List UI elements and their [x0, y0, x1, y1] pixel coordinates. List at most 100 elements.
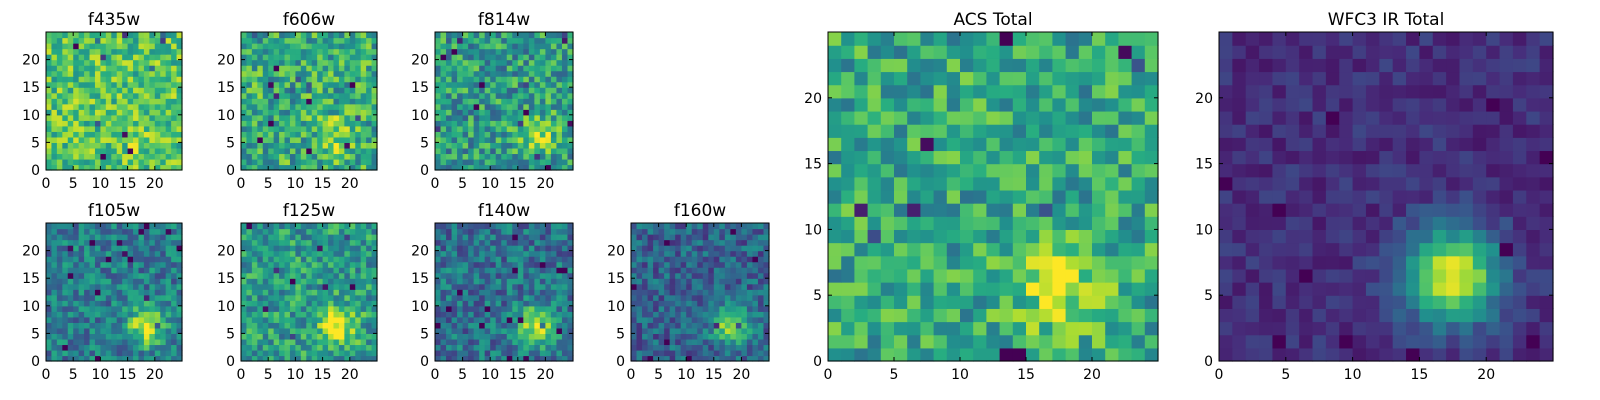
heatmap-cell — [746, 250, 754, 257]
heatmap-cell — [344, 349, 351, 357]
heatmap-cell — [89, 256, 96, 263]
heatmap-cell — [1092, 282, 1106, 296]
heatmap-cell — [46, 87, 53, 94]
heatmap-cell — [763, 327, 770, 334]
heatmap-cell — [550, 305, 558, 312]
heatmap-cell — [51, 300, 58, 307]
heatmap-cell — [556, 261, 563, 268]
heatmap-cell — [523, 333, 530, 340]
heatmap-cell — [89, 32, 96, 39]
heatmap-cell — [1012, 268, 1027, 283]
heatmap-cell — [165, 48, 172, 55]
heatmap-cell — [122, 272, 129, 279]
heatmap-cell — [143, 87, 150, 94]
heatmap-cell — [56, 114, 63, 121]
heatmap-cell — [451, 54, 458, 61]
heatmap-cell — [647, 250, 654, 257]
y-tick-label: 15 — [411, 80, 429, 96]
heatmap-cell — [116, 164, 123, 171]
heatmap-cell — [479, 267, 486, 274]
heatmap-cell — [46, 322, 53, 329]
heatmap-cell — [741, 267, 748, 274]
heatmap-cell — [880, 176, 895, 191]
heatmap-cell — [116, 344, 123, 351]
heatmap-cell — [279, 311, 286, 318]
heatmap-cell — [94, 98, 101, 105]
axes-frame-f125w — [240, 222, 378, 362]
heatmap-cell — [468, 333, 475, 340]
heatmap-cell — [138, 239, 145, 246]
heatmap-cell — [1012, 308, 1027, 323]
x-tick-label: 5 — [654, 367, 663, 383]
heatmap-cell — [473, 70, 480, 77]
heatmap-cell — [62, 272, 69, 279]
heatmap-cell — [371, 223, 378, 230]
heatmap-cell — [366, 261, 373, 268]
heatmap-cell — [46, 355, 53, 362]
heatmap-cell — [46, 294, 53, 301]
heatmap-cell — [490, 120, 497, 127]
heatmap-cell — [702, 316, 709, 323]
heatmap-cell — [517, 283, 524, 290]
heatmap-cell — [154, 164, 161, 171]
heatmap-cell — [636, 338, 643, 346]
heatmap-cell — [133, 32, 140, 39]
heatmap-cell — [257, 114, 264, 121]
heatmap-cell — [512, 32, 519, 39]
heatmap-cell — [642, 228, 649, 235]
heatmap-cell — [149, 65, 156, 72]
heatmap-cell — [122, 245, 129, 252]
heatmap-cell — [160, 81, 167, 88]
heatmap-cell — [322, 32, 329, 39]
heatmap-cell — [56, 344, 63, 351]
heatmap-cell — [746, 349, 754, 357]
y-tick-label: 10 — [217, 299, 235, 315]
heatmap-cell — [111, 234, 118, 241]
y-tick-label: 5 — [420, 135, 429, 151]
heatmap-cell — [675, 223, 682, 230]
heatmap-cell — [289, 283, 296, 290]
heatmap-cell — [880, 334, 895, 349]
heatmap-cell — [479, 114, 486, 121]
heatmap-cell — [512, 272, 519, 279]
heatmap-cell — [133, 322, 140, 329]
heatmap-cell — [62, 311, 69, 318]
heatmap-cell — [1026, 295, 1040, 309]
heatmap-cell — [311, 322, 318, 329]
heatmap-cell — [306, 43, 313, 50]
heatmap-cell — [473, 327, 480, 334]
heatmap-cell — [279, 338, 286, 346]
heatmap-cell — [880, 189, 895, 204]
heatmap-cell — [127, 322, 134, 329]
heatmap-cell — [1078, 347, 1093, 362]
heatmap-cell — [484, 153, 491, 160]
heatmap-cell — [468, 239, 475, 246]
x-tick-label: 0 — [431, 367, 440, 383]
heatmap-cell — [567, 256, 574, 263]
heatmap-cell — [289, 136, 296, 143]
heatmap-cell — [251, 131, 258, 138]
heatmap-cell — [1092, 255, 1106, 270]
heatmap-cell — [1039, 242, 1053, 257]
heatmap-cell — [306, 256, 313, 263]
heatmap-cell — [154, 92, 161, 99]
heatmap-cell — [946, 255, 961, 270]
y-tick-label: 10 — [217, 108, 235, 124]
heatmap-cell — [262, 239, 269, 246]
heatmap-cell — [284, 327, 291, 334]
heatmap-cell — [127, 355, 134, 362]
heatmap-cell — [528, 267, 535, 274]
heatmap-cell — [133, 305, 140, 312]
heatmap-cell — [116, 81, 123, 88]
heatmap-cell — [457, 65, 464, 72]
heatmap-cell — [165, 316, 172, 323]
heatmap-cell — [333, 158, 340, 166]
heatmap-cell — [360, 261, 367, 268]
heatmap-cell — [322, 109, 329, 116]
heatmap-cell — [631, 223, 638, 230]
heatmap-cell — [746, 234, 754, 241]
heatmap-cell — [89, 305, 96, 312]
heatmap-cell — [1131, 176, 1146, 191]
heatmap-cell — [642, 283, 649, 290]
heatmap-cell — [495, 256, 502, 263]
